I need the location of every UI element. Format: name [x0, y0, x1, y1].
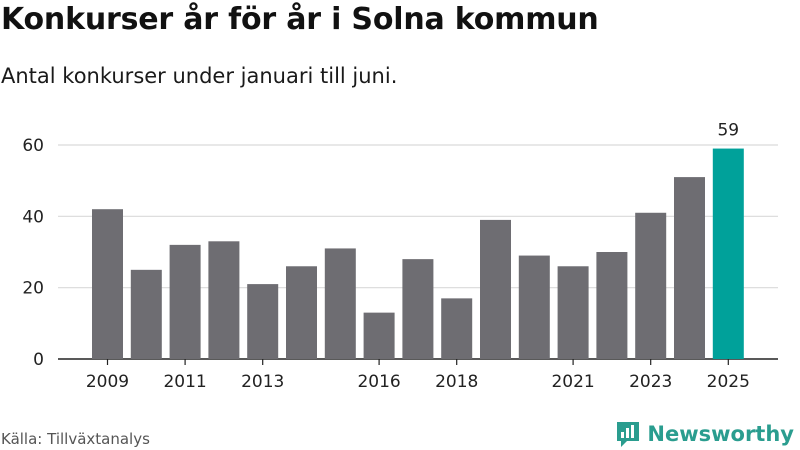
bars: [92, 148, 744, 359]
data-labels: 59: [717, 121, 739, 141]
y-tick-label: 0: [33, 350, 44, 370]
chart-subtitle: Antal konkurser under januari till juni.: [1, 64, 398, 88]
bar-2018: [441, 298, 473, 359]
bar-2021: [557, 266, 589, 359]
bar-2023: [635, 212, 667, 359]
bar-2014: [286, 266, 317, 359]
brand-logo: Newsworthy: [615, 420, 794, 448]
source-note: Källa: Tillväxtanalys: [1, 430, 150, 448]
bar-2012: [208, 241, 240, 359]
data-label: 59: [717, 121, 739, 141]
x-tick-label: 2013: [241, 372, 284, 392]
brand-name: Newsworthy: [647, 422, 794, 446]
bar-2010: [130, 269, 162, 359]
bar-2022: [596, 252, 628, 359]
bar-2019: [480, 219, 511, 359]
x-tick-label: 2018: [435, 372, 478, 392]
x-tick-label: 2025: [707, 372, 750, 392]
x-tick-label: 2021: [551, 372, 594, 392]
x-tick-label: 2016: [357, 372, 400, 392]
chart-title: Konkurser år för år i Solna kommun: [1, 2, 599, 37]
x-tick-label: 2009: [86, 372, 129, 392]
x-tick-label: 2011: [163, 372, 206, 392]
bar-2025: [712, 148, 744, 359]
bar-2013: [247, 284, 279, 359]
x-tick-label: 2023: [629, 372, 672, 392]
newsworthy-logo-icon: [617, 422, 640, 447]
bar-2024: [674, 177, 705, 359]
bar-2020: [518, 255, 550, 359]
y-tick-label: 40: [22, 207, 44, 227]
bar-2011: [169, 244, 201, 359]
bar-2009: [92, 209, 123, 359]
y-tick-label: 60: [22, 136, 44, 156]
y-axis-ticks: 0 20 40 60: [22, 136, 44, 370]
x-axis-ticks: 2009 2011 2013 2016 2018 2021 2023 2025: [86, 359, 750, 392]
bar-2017: [402, 259, 434, 359]
bar-2015: [324, 248, 356, 359]
y-tick-label: 20: [22, 279, 44, 299]
bar-2016: [363, 312, 395, 359]
